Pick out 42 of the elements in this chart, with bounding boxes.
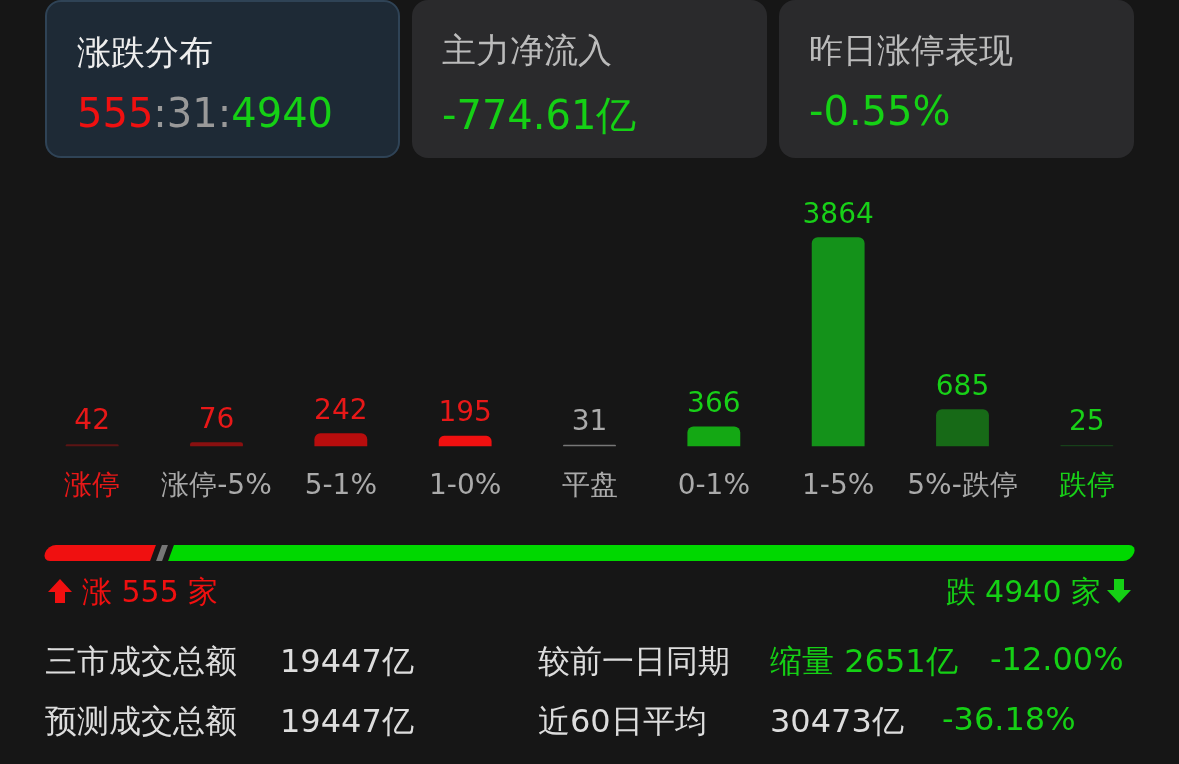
text: 较前一日同期 (538, 641, 730, 682)
text: -0.55% (809, 88, 952, 134)
data-label: 3864 (802, 196, 874, 230)
text: 预测成交总额 (45, 701, 237, 742)
x-tick-label: 涨停-5% (161, 468, 272, 502)
text: 三市成交总额 (45, 641, 237, 682)
data-label: 242 (314, 392, 368, 426)
bar (811, 237, 865, 447)
data-label: 31 (571, 404, 608, 437)
text: -774.61亿 (442, 91, 638, 140)
text: 涨跌分布 (77, 31, 214, 74)
bar (438, 435, 492, 447)
data-label: 76 (198, 401, 235, 435)
x-tick-label: 跌停 (1058, 468, 1115, 502)
text: 30473亿 (770, 701, 904, 742)
data-label: 685 (935, 368, 990, 402)
text: 19447亿 (280, 701, 414, 742)
x-tick-label: 1-5% (801, 468, 875, 502)
bar (687, 426, 741, 447)
bar (314, 433, 368, 447)
text: 涨 555 家 (82, 573, 219, 611)
x-tick-label: 1-0% (428, 468, 502, 502)
text: 近60日平均 (538, 701, 707, 742)
x-tick-label: 5-1% (304, 468, 378, 502)
x-tick-label: 5%-跌停 (907, 468, 1018, 502)
data-label: 195 (438, 395, 492, 429)
text: 跌 4940 家 (945, 573, 1101, 611)
data-label: 366 (687, 385, 741, 419)
data-label: 25 (1069, 404, 1105, 438)
data-label: 42 (74, 403, 110, 437)
bar (936, 409, 989, 447)
text: 缩量 2651亿 (770, 641, 958, 682)
text: -12.00% (990, 640, 1124, 678)
x-tick-label: 涨停 (64, 468, 121, 502)
x-tick-label: 0-1% (677, 468, 751, 502)
text: -36.18% (942, 700, 1076, 738)
text: 19447亿 (280, 641, 414, 682)
x-tick-label: 平盘 (561, 468, 618, 502)
text: 主力净流入 (442, 29, 613, 72)
text: 昨日涨停表现 (809, 29, 1014, 72)
bar (190, 442, 243, 447)
text: 555:31:4940 (77, 90, 334, 136)
